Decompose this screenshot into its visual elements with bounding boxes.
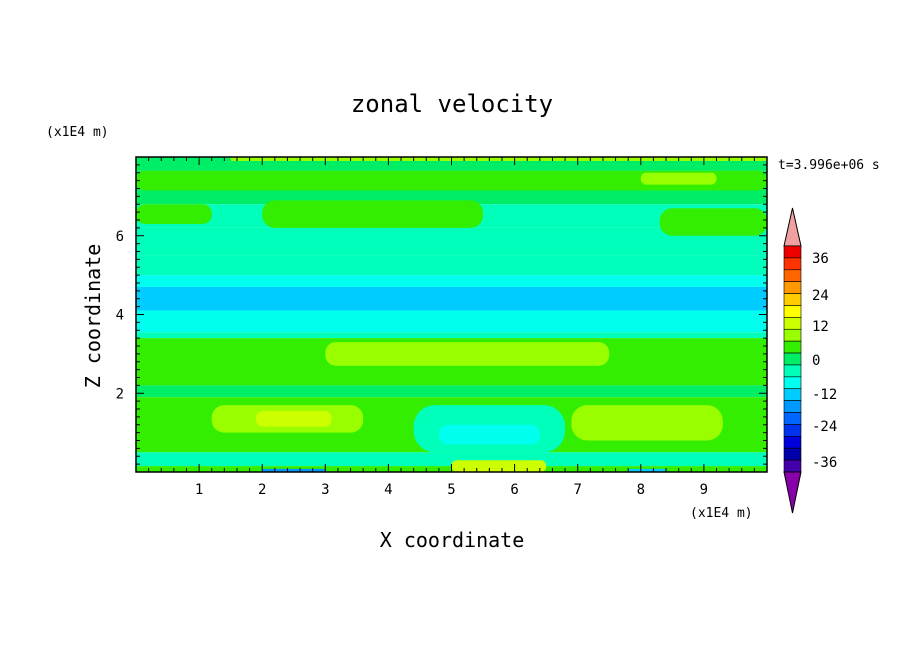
colorbar-tick-label: 0: [812, 353, 820, 369]
x-unit-label: (x1E4 m): [690, 506, 753, 521]
colorbar-level-swatch: [783, 245, 802, 259]
colorbar: 36 24 12 0 -12 -24 -36: [783, 207, 837, 514]
colorbar-level-swatch: [783, 281, 802, 294]
contour-field: [136, 157, 767, 472]
colorbar-under-arrow: [783, 471, 802, 514]
y-tick-label: 2: [116, 386, 124, 402]
contour-patch-2: [262, 200, 484, 228]
contour-band-3: [136, 227, 767, 256]
time-label: t=3.996e+06 s: [778, 158, 880, 173]
colorbar-level-swatch: [783, 436, 802, 449]
colorbar-level-swatch: [783, 257, 802, 271]
colorbar-tick-label: -12: [812, 387, 837, 403]
x-tick-label: 8: [637, 482, 645, 498]
colorbar-tick-label: 12: [812, 319, 829, 335]
contour-band-4: [136, 255, 767, 276]
contour-patch-4: [640, 172, 717, 185]
contour-band-8: [136, 332, 767, 339]
colorbar-level-swatch: [783, 305, 802, 318]
colorbar-level-swatch: [783, 340, 802, 354]
contour-patch-6: [325, 342, 610, 366]
x-tick-label: 2: [258, 482, 266, 498]
colorbar-level-swatch: [783, 447, 802, 461]
y-unit-label: (x1E4 m): [46, 125, 109, 140]
colorbar-level-swatch: [783, 293, 802, 306]
colorbar-level-swatch: [783, 328, 802, 342]
contour-patch-13: [262, 468, 326, 472]
contour-patch-1: [136, 204, 212, 224]
contour-patch-0: [136, 170, 767, 191]
colorbar-tick-label: -24: [812, 419, 837, 435]
y-tick-label: 4: [116, 308, 124, 324]
colorbar-level-swatch: [783, 352, 802, 366]
colorbar-level-swatch: [783, 388, 802, 401]
colorbar-tick-label: 24: [812, 288, 829, 304]
y-axis-label: Z coordinate: [81, 244, 105, 389]
contour-patch-14: [628, 468, 667, 472]
contour-band-12: [136, 452, 767, 467]
contour-band-6: [136, 286, 767, 311]
colorbar-tick-label: -36: [812, 455, 837, 471]
contour-patch-8: [255, 410, 332, 427]
y-tick-label: 6: [116, 229, 124, 245]
contour-patch-3: [659, 208, 767, 236]
contour-band-5: [136, 275, 767, 287]
x-tick-label: 6: [510, 482, 518, 498]
contour-patch-9: [571, 405, 723, 441]
colorbar-level-swatch: [783, 412, 802, 425]
x-tick-label: 1: [195, 482, 203, 498]
x-tick-label: 5: [447, 482, 455, 498]
chart-title: zonal velocity: [351, 90, 553, 118]
colorbar-level-swatch: [783, 317, 802, 330]
x-tick-label: 9: [700, 482, 708, 498]
colorbar-tick-label: 36: [812, 251, 829, 267]
colorbar-level-swatch: [783, 424, 802, 437]
colorbar-level-swatch: [783, 400, 802, 413]
x-tick-label: 7: [573, 482, 581, 498]
x-axis-label: X coordinate: [380, 528, 525, 552]
contour-patch-11: [438, 424, 540, 445]
x-tick-label: 4: [384, 482, 392, 498]
contour-band-7: [136, 310, 767, 333]
contour-patch-12: [451, 460, 547, 472]
x-tick-label: 3: [321, 482, 329, 498]
contour-patch-5: [230, 157, 767, 161]
plot-axes: 1 2 3 4 5 6 7 8 9 2 4 6: [116, 156, 768, 498]
colorbar-level-swatch: [783, 269, 802, 282]
colorbar-over-arrow: [783, 207, 802, 247]
colorbar-level-swatch: [783, 364, 802, 378]
colorbar-level-swatch: [783, 376, 802, 390]
contour-band-10: [136, 385, 767, 398]
colorbar-level-swatch: [783, 459, 802, 473]
